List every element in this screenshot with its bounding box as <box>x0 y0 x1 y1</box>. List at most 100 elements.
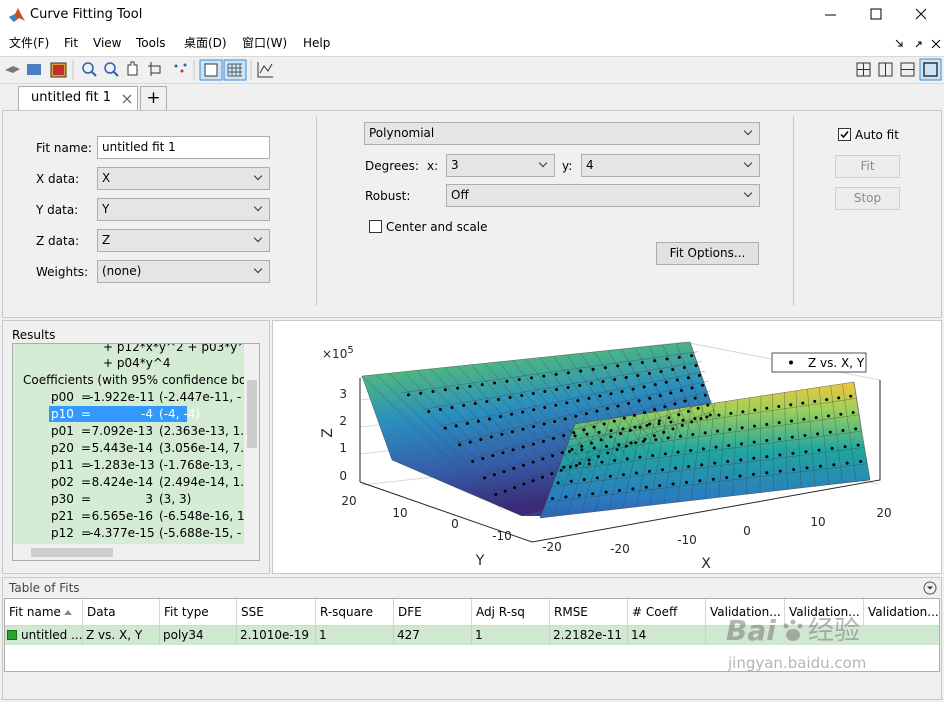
checkbox-label: Auto fit <box>855 128 899 142</box>
point <box>622 416 626 420</box>
y-degree-dropdown[interactable]: 4 <box>581 154 760 177</box>
point <box>510 430 514 434</box>
point <box>609 429 613 433</box>
menu-bar: 文件(F) Fit View Tools 桌面(D) 窗口(W) Help <box>0 30 944 57</box>
mesh-line <box>402 371 529 499</box>
point <box>664 380 668 384</box>
center-scale-checkbox[interactable] <box>369 220 382 233</box>
robust-dropdown[interactable]: Off <box>446 184 760 207</box>
point <box>597 430 601 434</box>
watermark-brand: Bai <box>726 614 776 647</box>
point <box>790 435 794 439</box>
column-header[interactable]: Validation... <box>706 599 785 626</box>
column-header[interactable]: Validation... <box>864 599 939 626</box>
new-tab[interactable]: + <box>140 86 167 110</box>
point <box>427 410 431 413</box>
results-line: Coefficients (with 95% confidence bou <box>23 373 254 387</box>
x-tick-label: 10 <box>810 515 825 529</box>
column-header[interactable]: DFE <box>394 599 472 626</box>
column-header[interactable]: Validation... <box>785 599 864 626</box>
checkbox-label: Center and scale <box>386 220 488 234</box>
coefficient-interval: (3, 3) <box>159 492 192 506</box>
y-data-dropdown[interactable]: Y <box>97 198 270 221</box>
column-header[interactable]: RMSE <box>550 599 628 626</box>
column-header-label: SSE <box>241 605 264 619</box>
x-degree-dropdown[interactable]: 3 <box>446 154 555 177</box>
column-header[interactable]: Adj R-sq <box>472 599 550 626</box>
menu-item[interactable]: Fit <box>64 36 79 50</box>
tab-close[interactable] <box>121 93 133 105</box>
surface-plot[interactable]: ×105 3 2 1 0 Z 20 10 0 -10 -20 Y -20 -10… <box>272 320 942 574</box>
point <box>686 376 690 380</box>
fit-type-dropdown[interactable]: Polynomial <box>364 122 760 145</box>
scroll-thumb[interactable] <box>247 380 257 448</box>
coefficient-equals: = <box>81 390 92 404</box>
column-header-label: Validation... <box>789 605 860 619</box>
point <box>629 441 633 445</box>
point <box>691 433 695 437</box>
toolbar-icons[interactable] <box>0 57 944 83</box>
column-header[interactable]: Data <box>83 599 160 626</box>
point <box>605 444 608 448</box>
column-header[interactable]: # Coeff <box>628 599 706 626</box>
point <box>753 424 756 428</box>
point <box>643 410 647 414</box>
coefficient-row: p10 = -4 (-4, -4) <box>49 406 200 422</box>
point <box>665 357 669 361</box>
x-tick-label: -10 <box>677 533 697 547</box>
mesh-line <box>525 358 610 466</box>
weights-dropdown[interactable]: (none) <box>97 260 270 283</box>
point <box>839 412 843 416</box>
column-header[interactable]: SSE <box>237 599 316 626</box>
point <box>468 440 472 444</box>
point <box>671 368 675 371</box>
coefficient-name: p02 <box>51 475 74 489</box>
coefficient-value: -4 <box>141 407 153 421</box>
auto-fit-checkbox[interactable] <box>838 128 851 141</box>
menu-item[interactable]: View <box>93 36 122 50</box>
point <box>479 438 483 442</box>
point <box>491 454 495 458</box>
coefficient-equals: = <box>81 526 92 540</box>
menu-item[interactable]: 窗口(W) <box>242 36 288 50</box>
window-controls[interactable] <box>815 0 944 30</box>
menu-item[interactable]: Help <box>303 36 331 50</box>
point <box>625 457 629 461</box>
dock-controls[interactable] <box>890 36 944 52</box>
collapse-button[interactable] <box>923 581 937 595</box>
horizontal-scrollbar[interactable] <box>13 544 259 560</box>
point <box>631 387 635 391</box>
point <box>682 366 686 369</box>
fit-name-input[interactable]: untitled fit 1 <box>97 136 270 159</box>
point <box>471 459 475 463</box>
point <box>663 405 667 409</box>
stop-button[interactable]: Stop <box>835 187 900 210</box>
point <box>450 406 454 409</box>
point <box>501 451 505 455</box>
menu-item[interactable]: Tools <box>136 36 166 50</box>
point <box>563 417 567 421</box>
z-data-dropdown[interactable]: Z <box>97 229 270 252</box>
watermark-paw <box>783 619 803 641</box>
point <box>680 423 684 427</box>
point <box>589 441 593 445</box>
scroll-thumb[interactable] <box>31 548 113 557</box>
legend-box[interactable] <box>771 352 867 373</box>
point <box>714 445 718 449</box>
point <box>580 448 584 452</box>
point <box>600 460 604 464</box>
point <box>592 446 596 450</box>
fit-button[interactable]: Fit <box>835 155 900 178</box>
point <box>706 403 710 407</box>
column-header[interactable]: R-square <box>316 599 394 626</box>
tab[interactable]: untitled fit 1 <box>18 86 138 110</box>
fit-options-button[interactable]: Fit Options... <box>656 242 759 265</box>
x-data-dropdown[interactable]: X <box>97 167 270 190</box>
menu-item[interactable]: 桌面(D) <box>184 36 227 50</box>
point <box>465 422 469 426</box>
menu-item[interactable]: 文件(F) <box>9 36 50 50</box>
column-header[interactable]: Fit type <box>160 599 237 626</box>
vertical-scrollbar[interactable] <box>244 344 259 544</box>
point <box>837 396 841 400</box>
point <box>832 463 836 467</box>
